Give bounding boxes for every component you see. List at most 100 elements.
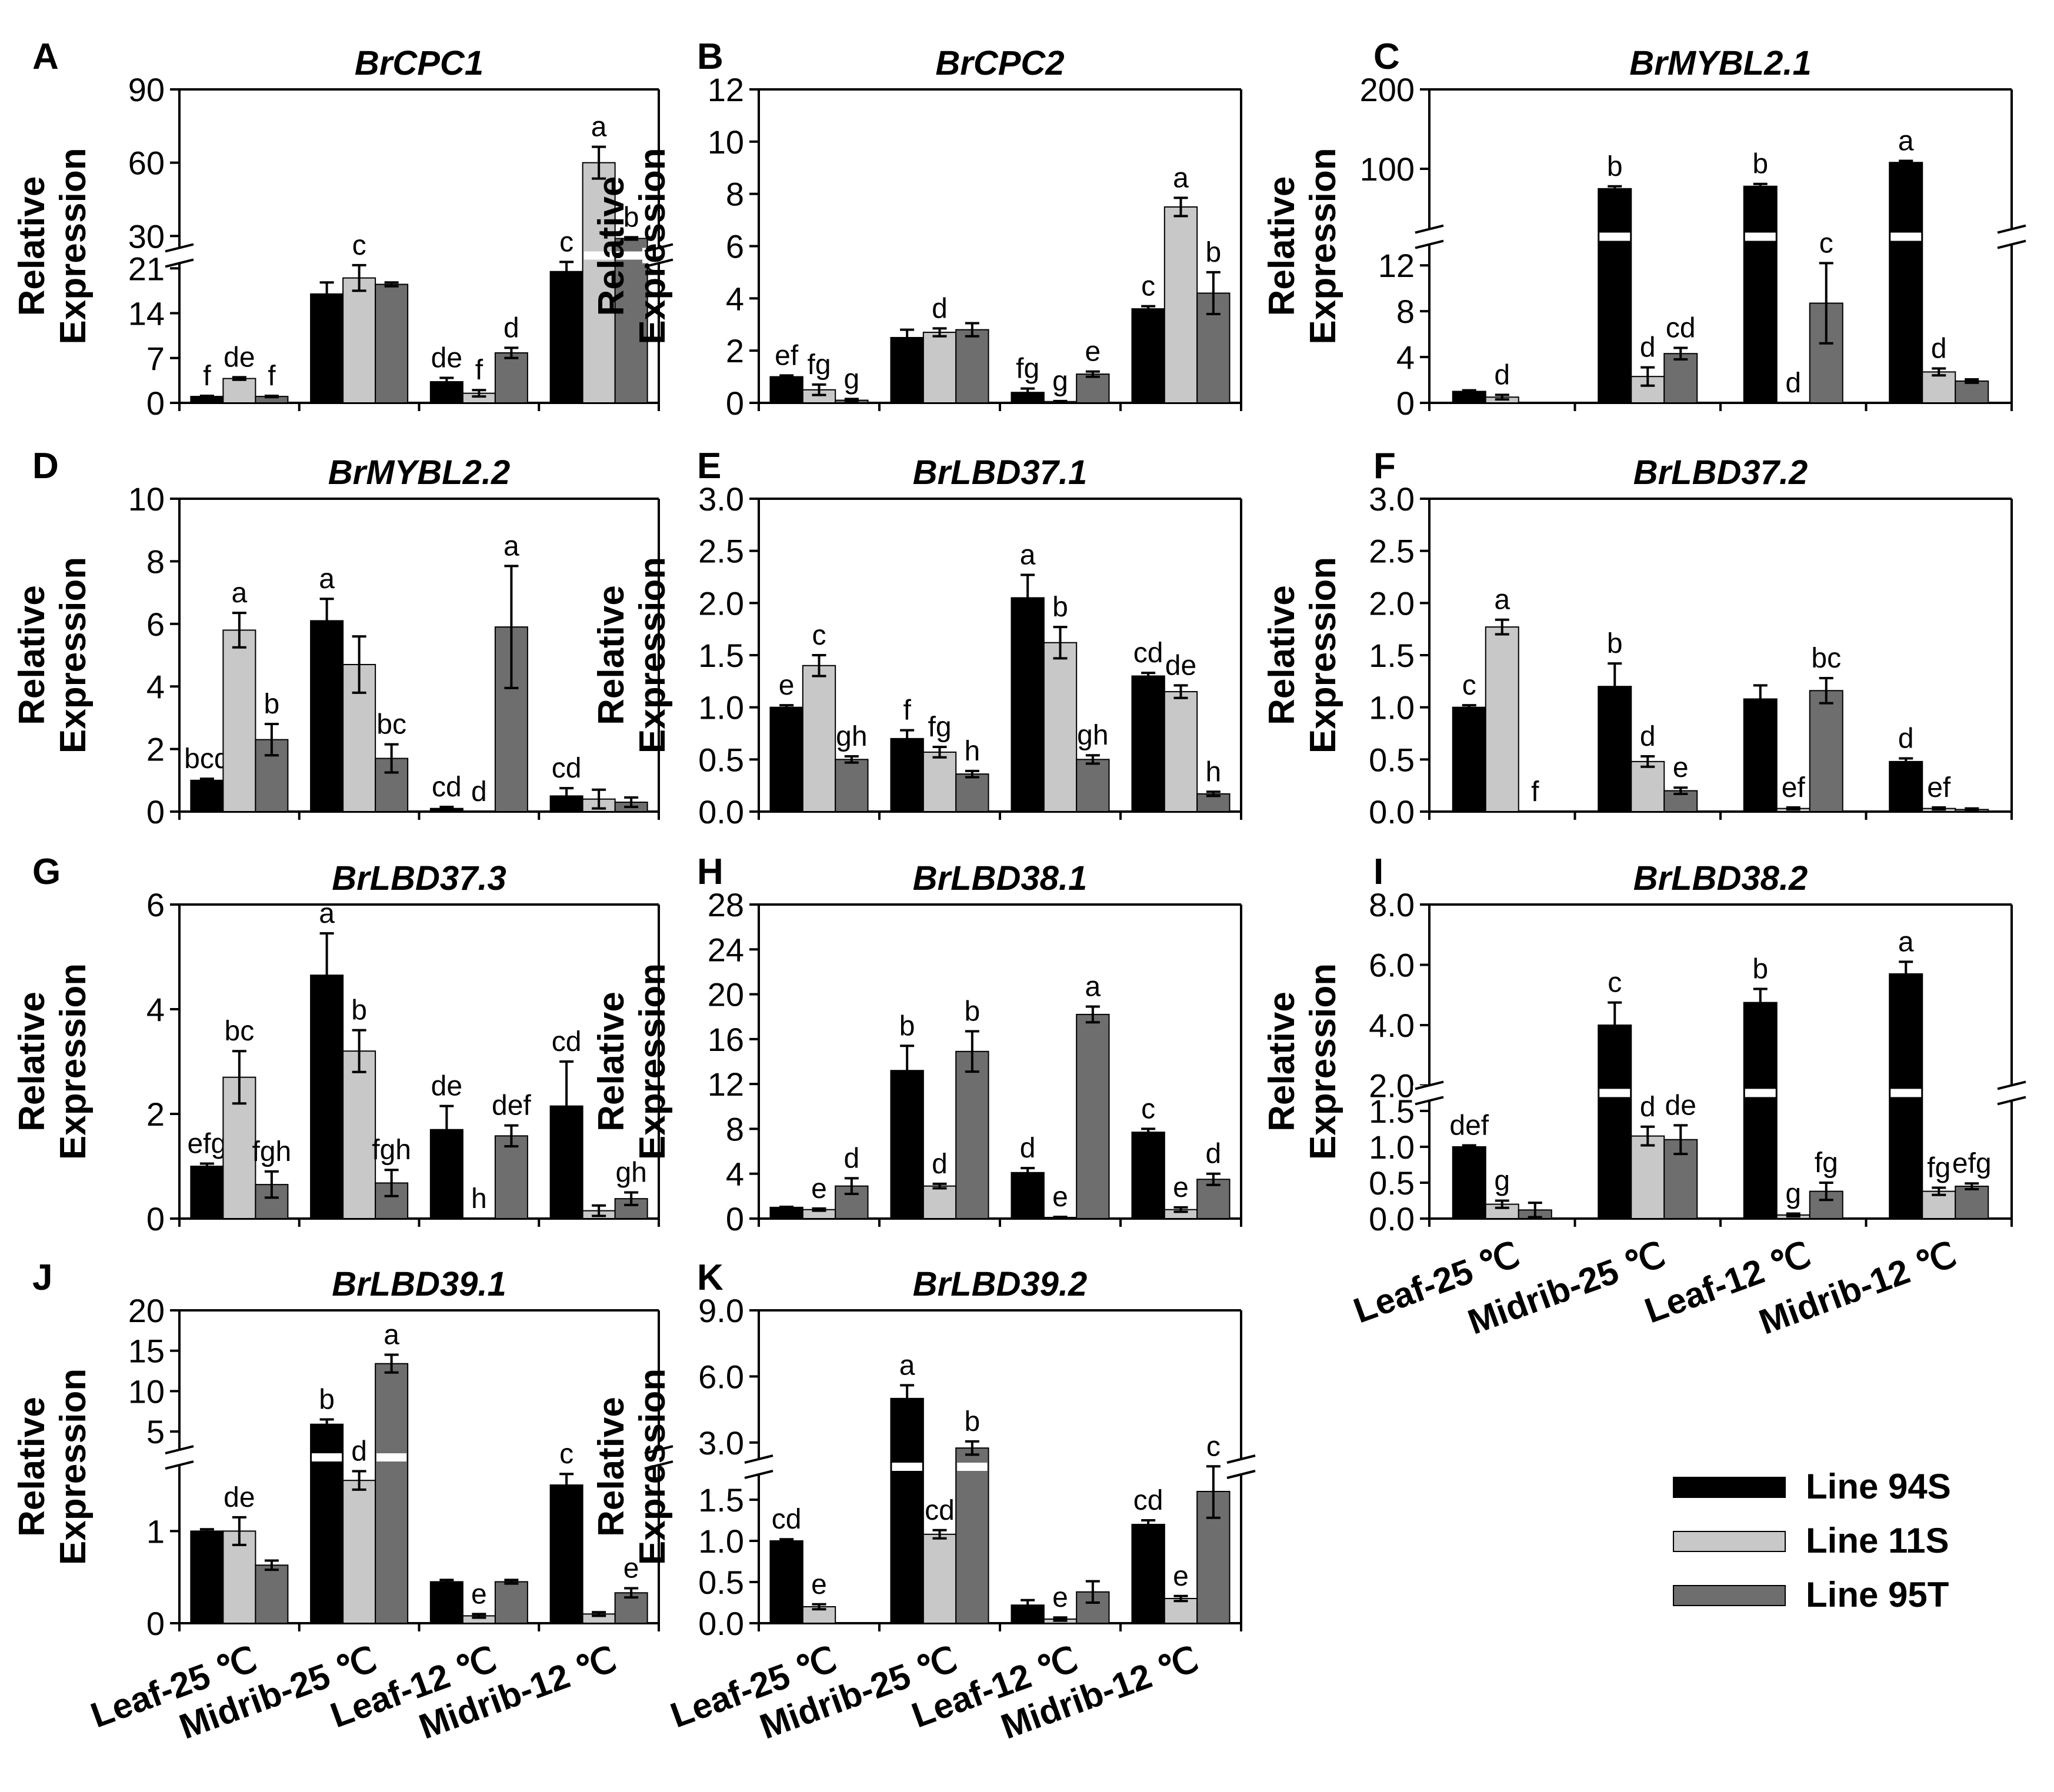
y-tick-label: 1 — [146, 1513, 165, 1550]
axis-break-mark — [165, 243, 194, 253]
y-tick-label: 2 — [146, 1096, 165, 1133]
significance-letter: a — [1898, 126, 1914, 157]
significance-letter: e — [1085, 336, 1101, 368]
legend-label: Line 94S — [1806, 1467, 1951, 1506]
significance-letter: b — [351, 995, 367, 1026]
significance-letter: e — [811, 1569, 827, 1600]
panel-title: BrCPC1 — [355, 44, 484, 82]
significance-letter: f — [475, 355, 484, 386]
y-tick-label: 6.0 — [698, 1358, 744, 1395]
bar-break-gap — [1599, 1089, 1630, 1097]
bar — [955, 1447, 989, 1624]
y-tick-label: 0 — [146, 1605, 165, 1642]
y-tick-label: 2.5 — [698, 533, 744, 570]
y-tick-label: 2.5 — [1369, 533, 1415, 570]
significance-letter: de — [431, 343, 462, 374]
y-tick-label: 0.5 — [1369, 741, 1415, 778]
axis-break-mark — [644, 243, 673, 253]
axis-break-mark — [165, 1460, 194, 1470]
bar-break-gap — [376, 1453, 407, 1462]
y-tick-label: 0 — [726, 385, 744, 422]
significance-letter: a — [1085, 972, 1101, 1003]
panel-label: C — [1373, 36, 1400, 77]
axis-break-mark — [1997, 224, 2026, 234]
y-tick-label: 3.0 — [1369, 480, 1415, 518]
y-tick-label: 2.0 — [1369, 1067, 1415, 1104]
bar — [922, 1185, 957, 1220]
y-tick-label: 3.0 — [698, 480, 744, 518]
bar-break-gap — [1745, 1089, 1776, 1097]
significance-letter: f — [203, 361, 211, 392]
bar — [1809, 690, 1843, 812]
y-tick-label: 4.0 — [1369, 1007, 1415, 1044]
panel-h: H BrLBD38.1 Relative Expression 0 4 8 12 16 20 24 2… — [591, 852, 1242, 1237]
significance-letter: b — [1752, 149, 1768, 180]
significance-letter: b — [964, 1406, 980, 1437]
significance-letter: e — [1052, 1182, 1068, 1213]
panel-label: K — [697, 1257, 723, 1298]
significance-letter: c — [352, 230, 366, 261]
bar-break-gap — [1890, 1089, 1922, 1097]
significance-letter: c — [1206, 1431, 1221, 1462]
axis-break-mark — [165, 1445, 194, 1454]
bar — [190, 1530, 224, 1624]
bar — [1743, 698, 1778, 812]
significance-letter: d — [1931, 333, 1947, 365]
y-tick-label: 8.0 — [1369, 886, 1415, 923]
significance-letter: cd — [432, 772, 462, 803]
bar — [1630, 760, 1665, 813]
significance-letter: def — [1449, 1110, 1489, 1142]
significance-letter: b — [1607, 628, 1623, 659]
significance-letter: d — [1640, 721, 1656, 752]
significance-letter: a — [504, 530, 519, 562]
bar — [614, 238, 648, 403]
significance-letter: c — [1141, 1093, 1155, 1124]
significance-letter: ef — [775, 340, 799, 371]
axis-break-mark — [165, 258, 194, 268]
bar-break-gap — [957, 1463, 988, 1471]
bar — [890, 336, 924, 403]
legend-label: Line 11S — [1806, 1521, 1949, 1560]
significance-letter: bc — [376, 709, 406, 740]
bar — [222, 629, 256, 812]
panel-title: BrLBD37.3 — [332, 859, 506, 897]
y-tick-label: 1.5 — [698, 1481, 744, 1519]
significance-letter: b — [1752, 954, 1768, 985]
significance-letter: a — [319, 563, 335, 595]
significance-letter: d — [351, 1436, 367, 1467]
bar — [769, 1540, 803, 1624]
bar — [1452, 706, 1486, 812]
significance-letter: d — [1640, 332, 1656, 363]
y-tick-label: 7 — [146, 340, 165, 377]
panel-label: E — [697, 446, 721, 486]
panel-title: BrLBD39.2 — [913, 1265, 1088, 1303]
significance-letter: b — [899, 1010, 915, 1042]
significance-letter: cd — [552, 753, 582, 784]
bar — [1485, 626, 1519, 812]
y-tick-label: 6.0 — [1369, 947, 1415, 984]
significance-letter: a — [319, 898, 335, 929]
significance-letter: a — [384, 1320, 399, 1351]
y-axis-label: Expression — [632, 963, 673, 1160]
bar — [375, 1363, 409, 1624]
bar — [890, 738, 924, 813]
y-tick-label: 0 — [1396, 385, 1415, 422]
significance-letter: g — [1494, 1165, 1510, 1196]
significance-letter: cd — [1133, 1485, 1163, 1516]
bar — [255, 739, 289, 813]
y-tick-label: 15 — [128, 1333, 165, 1370]
bar — [1922, 371, 1956, 404]
significance-letter: c — [1141, 271, 1155, 302]
significance-letter: h — [1205, 756, 1221, 787]
y-tick-label: 1.0 — [1369, 689, 1415, 726]
significance-letter: e — [1173, 1561, 1189, 1592]
y-tick-label: 1.5 — [1369, 637, 1415, 674]
y-tick-label: 2.0 — [698, 585, 744, 622]
y-tick-label: 30 — [128, 218, 165, 255]
significance-letter: f — [903, 695, 911, 726]
significance-letter: e — [779, 670, 795, 701]
significance-letter: cd — [552, 1026, 582, 1057]
y-axis-label: Expression — [632, 148, 673, 344]
